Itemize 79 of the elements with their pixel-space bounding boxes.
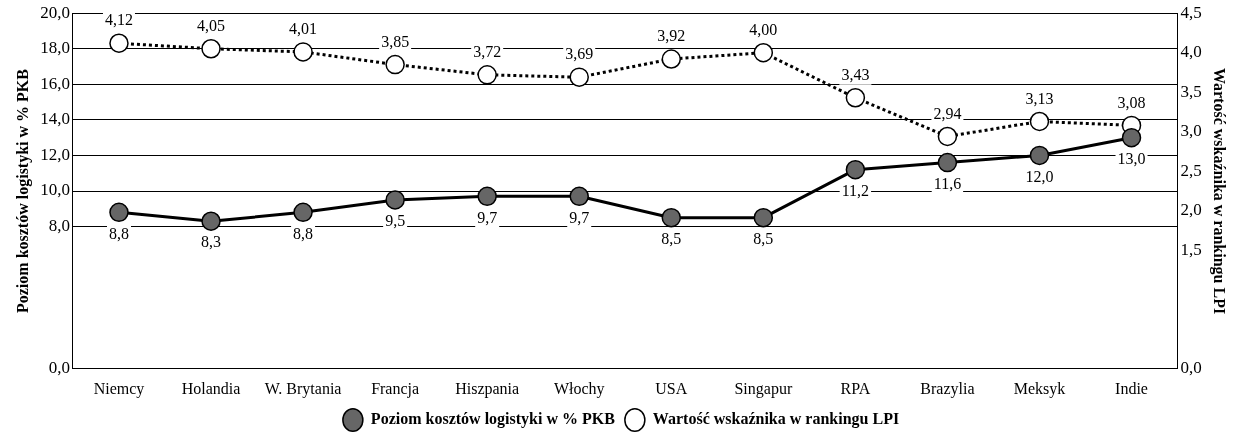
y2-tick-label: 3,0	[1180, 121, 1202, 141]
data-label: 4,05	[197, 16, 226, 34]
data-label: 8,5	[661, 229, 682, 247]
data-label: 4,01	[289, 20, 318, 38]
point	[385, 190, 405, 210]
x-tick-label: USA	[655, 379, 688, 397]
y2-tick-label: 0,0	[1180, 358, 1202, 378]
data-label: 3,92	[657, 27, 686, 45]
data-label: 4,00	[749, 20, 778, 38]
y2-tick-label: 3,5	[1180, 81, 1202, 101]
point	[661, 207, 682, 228]
y2-tick-label: 4,0	[1180, 42, 1202, 62]
data-label: 8,3	[201, 233, 222, 251]
x-tick-label: Indie	[1115, 379, 1148, 397]
point	[1029, 111, 1050, 132]
data-label: 2,94	[933, 104, 962, 122]
x-tick-label: Hiszpania	[455, 379, 520, 398]
data-label: 11,6	[933, 174, 962, 192]
point	[385, 54, 405, 75]
point	[477, 65, 497, 85]
y2-axis-title: Wartość wskaźnika w rankingu LPI	[1210, 67, 1229, 315]
y-tick-label: 18,0	[40, 38, 70, 58]
point	[293, 42, 313, 62]
point	[201, 39, 221, 59]
y-tick-label: 0,0	[48, 358, 70, 378]
x-tick-label: Brazylia	[920, 379, 975, 398]
data-label: 3,08	[1117, 93, 1146, 111]
x-tick-label: W. Brytania	[264, 379, 342, 398]
x-tick-label: Włochy	[553, 379, 605, 398]
x-tick-label: RPA	[840, 379, 871, 397]
point	[569, 186, 589, 207]
y-axis-title: Poziom kosztów logistyki w % PKB	[13, 68, 32, 313]
data-label: 9,5	[385, 212, 406, 230]
data-label: 8,8	[108, 224, 129, 242]
point	[753, 207, 774, 228]
data-label: 8,5	[753, 229, 774, 247]
data-label: 11,2	[841, 181, 870, 199]
x-tick-label: Singapur	[734, 379, 793, 398]
x-tick-label: Holandia	[181, 379, 241, 397]
y2-tick-label: 2,0	[1180, 200, 1202, 220]
data-label: 9,7	[569, 208, 590, 226]
y-tick-label: 10,0	[40, 180, 70, 200]
data-label: 9,7	[477, 208, 498, 226]
y2-tick-label: 2,5	[1180, 160, 1202, 180]
x-tick-label: Meksyk	[1013, 379, 1066, 398]
point	[661, 49, 682, 69]
x-tick-label: Francja	[371, 379, 420, 398]
point	[845, 88, 866, 108]
point	[1029, 145, 1050, 166]
y-tick-label: 8,0	[48, 216, 70, 236]
data-label: 3,69	[565, 45, 594, 63]
point	[569, 67, 589, 87]
point	[753, 42, 774, 63]
point	[201, 211, 221, 231]
point	[477, 186, 497, 207]
point	[845, 159, 866, 180]
y-tick-label: 14,0	[40, 109, 70, 129]
point	[109, 202, 129, 223]
y-tick-label: 20,0	[40, 2, 70, 22]
data-label: 3,85	[381, 32, 410, 50]
data-label: 3,13	[1025, 89, 1054, 107]
x-tick-label: Niemcy	[93, 379, 145, 398]
data-label: 4,12	[104, 11, 133, 29]
data-label: 12,0	[1025, 167, 1054, 185]
legend-label: Wartość wskaźnika w rankingu LPI	[652, 410, 900, 429]
y-tick-label: 16,0	[40, 73, 70, 93]
data-label: 8,8	[293, 224, 314, 242]
data-label: 13,0	[1117, 149, 1146, 167]
point	[293, 202, 313, 223]
point	[937, 126, 958, 147]
y2-tick-label: 4,5	[1180, 2, 1202, 22]
legend-label: Poziom kosztów logistyki w % PKB	[370, 410, 616, 429]
point	[1121, 127, 1142, 148]
y2-tick-label: 1,5	[1180, 239, 1202, 259]
data-label: 3,43	[841, 65, 870, 83]
point	[937, 152, 958, 173]
y-tick-label: 12,0	[40, 144, 70, 164]
point	[109, 33, 129, 53]
data-label: 3,72	[473, 43, 502, 61]
